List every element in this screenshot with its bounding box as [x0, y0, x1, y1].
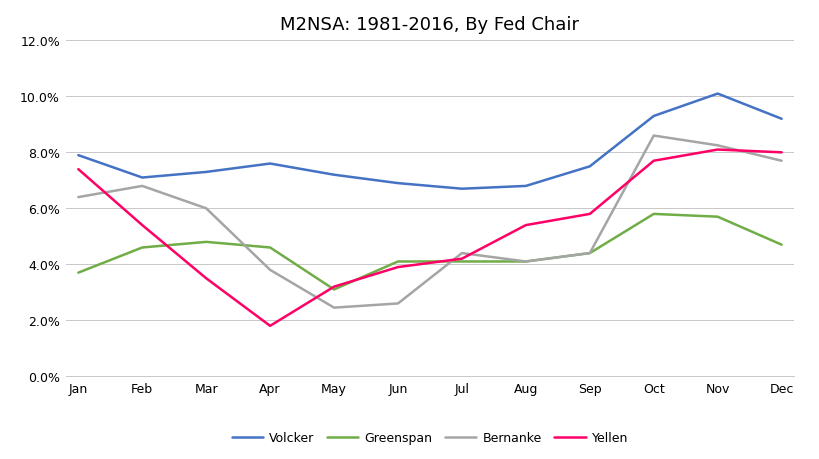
Legend: Volcker, Greenspan, Bernanke, Yellen: Volcker, Greenspan, Bernanke, Yellen	[227, 426, 633, 449]
Yellen	[521, 223, 531, 228]
Greenspan	[713, 214, 722, 220]
Yellen	[329, 284, 339, 290]
Volcker	[329, 173, 339, 178]
Line: Bernanke: Bernanke	[79, 136, 781, 308]
Greenspan	[585, 251, 595, 256]
Yellen	[201, 276, 211, 281]
Volcker	[265, 162, 275, 167]
Bernanke	[713, 143, 722, 149]
Greenspan	[776, 242, 786, 248]
Yellen	[776, 150, 786, 156]
Volcker	[201, 170, 211, 175]
Yellen	[74, 167, 84, 173]
Line: Yellen: Yellen	[79, 150, 781, 326]
Bernanke	[457, 251, 467, 256]
Line: Volcker: Volcker	[79, 95, 781, 189]
Greenspan	[457, 259, 467, 265]
Yellen	[649, 159, 658, 164]
Greenspan	[521, 259, 531, 265]
Greenspan	[329, 287, 339, 292]
Yellen	[265, 323, 275, 329]
Greenspan	[201, 240, 211, 245]
Greenspan	[393, 259, 403, 265]
Volcker	[649, 114, 658, 119]
Greenspan	[138, 245, 147, 251]
Yellen	[713, 147, 722, 153]
Bernanke	[776, 159, 786, 164]
Volcker	[74, 153, 84, 158]
Bernanke	[265, 268, 275, 273]
Greenspan	[74, 270, 84, 276]
Volcker	[393, 181, 403, 186]
Greenspan	[265, 245, 275, 251]
Volcker	[521, 184, 531, 189]
Bernanke	[649, 134, 658, 139]
Yellen	[457, 256, 467, 262]
Volcker	[713, 92, 722, 97]
Bernanke	[201, 206, 211, 212]
Bernanke	[521, 259, 531, 265]
Volcker	[138, 175, 147, 181]
Bernanke	[329, 305, 339, 311]
Line: Greenspan: Greenspan	[79, 214, 781, 290]
Volcker	[457, 186, 467, 192]
Bernanke	[585, 251, 595, 256]
Title: M2NSA: 1981-2016, By Fed Chair: M2NSA: 1981-2016, By Fed Chair	[280, 16, 580, 34]
Bernanke	[74, 195, 84, 201]
Volcker	[585, 164, 595, 170]
Bernanke	[393, 301, 403, 307]
Volcker	[776, 117, 786, 122]
Yellen	[393, 265, 403, 270]
Yellen	[138, 223, 147, 228]
Bernanke	[138, 184, 147, 189]
Yellen	[585, 212, 595, 217]
Greenspan	[649, 212, 658, 217]
